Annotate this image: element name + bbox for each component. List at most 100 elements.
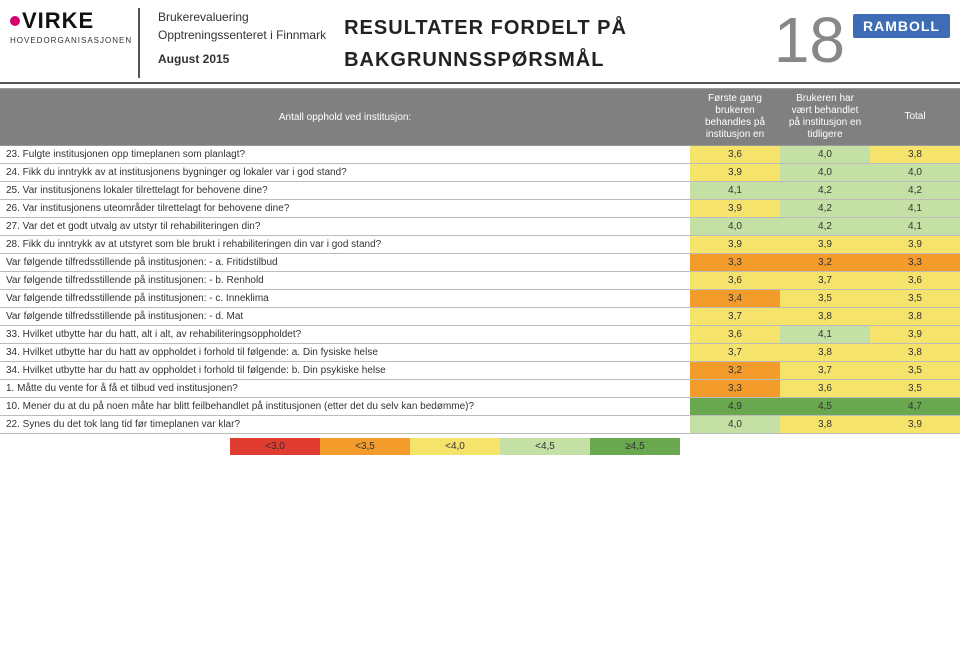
table-row: 24. Fikk du inntrykk av at institusjonen… bbox=[0, 164, 960, 182]
value-cell: 3,6 bbox=[690, 326, 780, 344]
table-row: Var følgende tilfredsstillende på instit… bbox=[0, 254, 960, 272]
col-header-question: Antall opphold ved institusjon: bbox=[0, 89, 690, 146]
value-cell: 3,2 bbox=[780, 254, 870, 272]
value-cell: 3,9 bbox=[870, 326, 960, 344]
value-cell: 3,5 bbox=[870, 290, 960, 308]
table-row: 26. Var institusjonens uteområder tilret… bbox=[0, 200, 960, 218]
question-cell: 24. Fikk du inntrykk av at institusjonen… bbox=[0, 164, 690, 182]
content-area: Antall opphold ved institusjon: Første g… bbox=[0, 84, 960, 455]
color-legend: <3,0 <3,5 <4,0 <4,5 ≥4,5 bbox=[230, 438, 960, 455]
value-cell: 3,8 bbox=[870, 146, 960, 164]
value-cell: 3,6 bbox=[690, 272, 780, 290]
question-cell: Var følgende tilfredsstillende på instit… bbox=[0, 272, 690, 290]
value-cell: 3,9 bbox=[690, 236, 780, 254]
question-cell: 27. Var det et godt utvalg av utstyr til… bbox=[0, 218, 690, 236]
virke-dot-icon bbox=[10, 16, 20, 26]
question-cell: 1. Måtte du vente for å få et tilbud ved… bbox=[0, 380, 690, 398]
ramboll-logo: RAMBOLL bbox=[853, 14, 950, 38]
question-cell: 22. Synes du det tok lang tid før timepl… bbox=[0, 416, 690, 434]
table-row: 23. Fulgte institusjonen opp timeplanen … bbox=[0, 146, 960, 164]
question-cell: 34. Hvilket utbytte har du hatt av oppho… bbox=[0, 344, 690, 362]
page-number: 18 bbox=[766, 8, 853, 72]
table-row: 34. Hvilket utbytte har du hatt av oppho… bbox=[0, 362, 960, 380]
col-header-3: Total bbox=[870, 89, 960, 146]
title-line-1: RESULTATER FORDELT PÅ bbox=[344, 12, 766, 44]
legend-cell-5: ≥4,5 bbox=[590, 438, 680, 455]
value-cell: 4,2 bbox=[870, 182, 960, 200]
value-cell: 3,3 bbox=[690, 254, 780, 272]
value-cell: 3,5 bbox=[780, 290, 870, 308]
virke-name: VIRKE bbox=[22, 8, 94, 34]
value-cell: 4,9 bbox=[690, 398, 780, 416]
value-cell: 4,0 bbox=[780, 146, 870, 164]
value-cell: 3,9 bbox=[870, 236, 960, 254]
table-row: Var følgende tilfredsstillende på instit… bbox=[0, 308, 960, 326]
question-cell: 28. Fikk du inntrykk av at utstyret som … bbox=[0, 236, 690, 254]
table-body: 23. Fulgte institusjonen opp timeplanen … bbox=[0, 146, 960, 434]
table-row: 22. Synes du det tok lang tid før timepl… bbox=[0, 416, 960, 434]
value-cell: 4,7 bbox=[870, 398, 960, 416]
value-cell: 3,8 bbox=[780, 416, 870, 434]
value-cell: 3,4 bbox=[690, 290, 780, 308]
virke-logo: VIRKE HOVEDORGANISASJONEN bbox=[10, 8, 140, 78]
value-cell: 3,9 bbox=[690, 200, 780, 218]
question-cell: 25. Var institusjonens lokaler tilrettel… bbox=[0, 182, 690, 200]
col-header-2: Brukeren har vært behandlet på institusj… bbox=[780, 89, 870, 146]
legend-cell-4: <4,5 bbox=[500, 438, 590, 455]
meta-line-1: Brukerevaluering bbox=[158, 8, 326, 26]
value-cell: 4,5 bbox=[780, 398, 870, 416]
value-cell: 3,6 bbox=[870, 272, 960, 290]
value-cell: 3,6 bbox=[690, 146, 780, 164]
page-title: RESULTATER FORDELT PÅ BAKGRUNNSSPØRSMÅL bbox=[344, 8, 766, 76]
question-cell: 33. Hvilket utbytte har du hatt, alt i a… bbox=[0, 326, 690, 344]
report-meta: Brukerevaluering Opptreningssenteret i F… bbox=[140, 8, 344, 68]
value-cell: 3,7 bbox=[780, 272, 870, 290]
value-cell: 3,8 bbox=[780, 308, 870, 326]
value-cell: 3,5 bbox=[870, 362, 960, 380]
table-row: 27. Var det et godt utvalg av utstyr til… bbox=[0, 218, 960, 236]
value-cell: 3,3 bbox=[690, 380, 780, 398]
value-cell: 4,0 bbox=[870, 164, 960, 182]
value-cell: 4,1 bbox=[780, 326, 870, 344]
value-cell: 3,3 bbox=[870, 254, 960, 272]
value-cell: 4,2 bbox=[780, 200, 870, 218]
question-cell: 10. Mener du at du på noen måte har blit… bbox=[0, 398, 690, 416]
value-cell: 3,8 bbox=[780, 344, 870, 362]
value-cell: 3,2 bbox=[690, 362, 780, 380]
title-line-2: BAKGRUNNSSPØRSMÅL bbox=[344, 44, 766, 76]
value-cell: 4,0 bbox=[690, 416, 780, 434]
value-cell: 4,0 bbox=[690, 218, 780, 236]
value-cell: 3,5 bbox=[870, 380, 960, 398]
virke-subtitle: HOVEDORGANISASJONEN bbox=[10, 36, 128, 45]
value-cell: 3,7 bbox=[780, 362, 870, 380]
question-cell: 23. Fulgte institusjonen opp timeplanen … bbox=[0, 146, 690, 164]
table-row: 33. Hvilket utbytte har du hatt, alt i a… bbox=[0, 326, 960, 344]
meta-line-3: August 2015 bbox=[158, 50, 326, 68]
table-row: 25. Var institusjonens lokaler tilrettel… bbox=[0, 182, 960, 200]
value-cell: 3,9 bbox=[780, 236, 870, 254]
value-cell: 4,1 bbox=[870, 218, 960, 236]
legend-cell-2: <3,5 bbox=[320, 438, 410, 455]
table-row: 1. Måtte du vente for å få et tilbud ved… bbox=[0, 380, 960, 398]
question-cell: 26. Var institusjonens uteområder tilret… bbox=[0, 200, 690, 218]
results-table: Antall opphold ved institusjon: Første g… bbox=[0, 88, 960, 434]
meta-line-2: Opptreningssenteret i Finnmark bbox=[158, 26, 326, 44]
value-cell: 3,8 bbox=[870, 344, 960, 362]
table-row: Var følgende tilfredsstillende på instit… bbox=[0, 290, 960, 308]
value-cell: 4,0 bbox=[780, 164, 870, 182]
table-row: 34. Hvilket utbytte har du hatt av oppho… bbox=[0, 344, 960, 362]
value-cell: 3,8 bbox=[870, 308, 960, 326]
page-header: VIRKE HOVEDORGANISASJONEN Brukerevalueri… bbox=[0, 0, 960, 84]
value-cell: 4,1 bbox=[690, 182, 780, 200]
value-cell: 4,2 bbox=[780, 218, 870, 236]
value-cell: 3,9 bbox=[870, 416, 960, 434]
question-cell: 34. Hvilket utbytte har du hatt av oppho… bbox=[0, 362, 690, 380]
value-cell: 3,6 bbox=[780, 380, 870, 398]
value-cell: 4,1 bbox=[870, 200, 960, 218]
question-cell: Var følgende tilfredsstillende på instit… bbox=[0, 308, 690, 326]
value-cell: 3,9 bbox=[690, 164, 780, 182]
legend-cell-3: <4,0 bbox=[410, 438, 500, 455]
table-row: 10. Mener du at du på noen måte har blit… bbox=[0, 398, 960, 416]
value-cell: 3,7 bbox=[690, 344, 780, 362]
table-row: 28. Fikk du inntrykk av at utstyret som … bbox=[0, 236, 960, 254]
